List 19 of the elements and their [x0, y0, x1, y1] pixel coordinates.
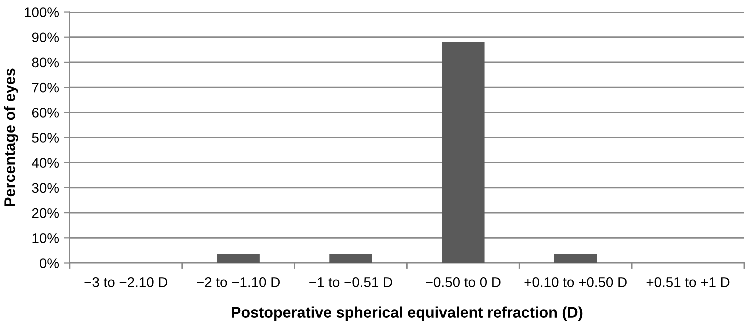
- y-tick-label: 90%: [32, 32, 60, 43]
- x-tick-label: −1 to −0.51 D: [310, 278, 392, 288]
- x-tick-label: −2 to −1.10 D: [197, 278, 280, 288]
- x-tick-label: −3 to −2.10 D: [84, 278, 168, 288]
- y-tick-label: 70%: [32, 82, 60, 93]
- x-tick-label: +0.51 to +1 D: [646, 278, 730, 288]
- y-tick-label: 30%: [32, 183, 60, 194]
- x-tick-label: +0.10 to +0.50 D: [524, 278, 627, 288]
- y-tick-label: 60%: [32, 108, 60, 118]
- y-axis-title: Percentage of eyes: [4, 68, 18, 206]
- y-tick-label: 10%: [32, 233, 60, 244]
- x-tick-label: −0.50 to 0 D: [426, 278, 501, 288]
- y-tick-label: 100%: [25, 8, 60, 18]
- x-axis-title: Postoperative spherical equivalent refraction (D): [232, 306, 583, 321]
- y-tick-label: 20%: [32, 208, 60, 218]
- y-tick-label: 50%: [32, 133, 60, 143]
- y-tick-label: 80%: [32, 58, 60, 68]
- y-tick-label: 0%: [40, 258, 60, 268]
- y-tick-label: 40%: [32, 158, 60, 168]
